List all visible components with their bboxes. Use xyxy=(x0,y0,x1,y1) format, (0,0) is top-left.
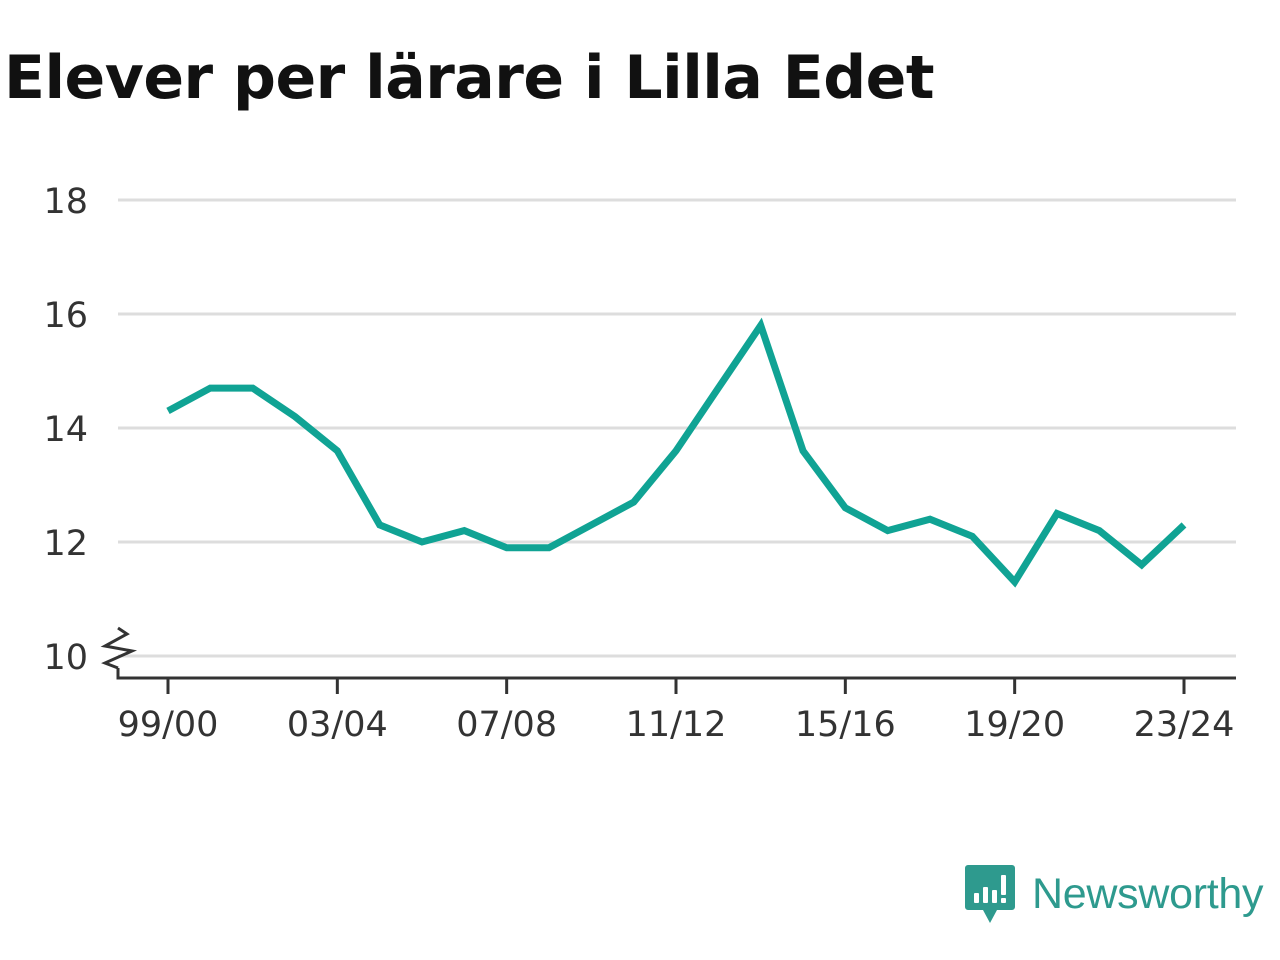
x-tick-label: 99/00 xyxy=(118,705,219,745)
line-chart: 10 12 14 16 18 99/00 03/04 07/08 11/12 15/16 19/2… xyxy=(43,182,1236,745)
y-tick-label-12: 12 xyxy=(43,524,88,564)
y-tick-label-16: 16 xyxy=(43,296,88,336)
x-tick-label: 19/20 xyxy=(964,705,1065,745)
newsworthy-logo-icon xyxy=(965,865,1015,923)
y-tick-label-10: 10 xyxy=(43,638,88,678)
x-tick-label: 03/04 xyxy=(287,705,388,745)
y-tick-label-14: 14 xyxy=(43,410,88,450)
y-axis-break-icon xyxy=(100,626,138,670)
y-axis-tick-labels: 10 12 14 16 18 xyxy=(43,182,88,678)
x-tick-label: 11/12 xyxy=(626,705,727,745)
brand-name: Newsworthy xyxy=(1032,869,1264,918)
newsworthy-brand: Newsworthy xyxy=(964,862,1263,926)
x-tick-label: 23/24 xyxy=(1134,705,1235,745)
y-tick-label-18: 18 xyxy=(43,182,88,222)
x-axis-ticks: 99/00 03/04 07/08 11/12 15/16 19/20 23/24 xyxy=(118,678,1235,745)
gridlines xyxy=(118,198,1236,658)
x-tick-label: 15/16 xyxy=(795,705,896,745)
chart-title: Elever per lärare i Lilla Edet xyxy=(4,43,935,113)
x-tick-label: 07/08 xyxy=(456,705,557,745)
series-line-0 xyxy=(166,317,1187,588)
series-lines xyxy=(166,317,1187,588)
axes xyxy=(100,626,1236,680)
